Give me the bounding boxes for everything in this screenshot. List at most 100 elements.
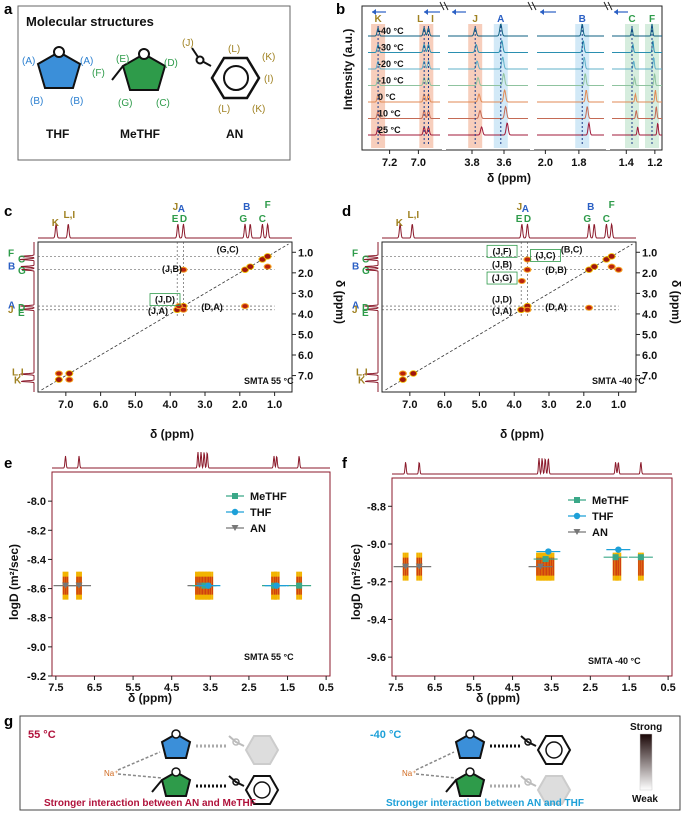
panel-c-xlabel: δ (ppm) — [150, 427, 194, 441]
projection-label: F — [265, 200, 271, 211]
peak-annotation: (J,A) — [148, 306, 168, 316]
panel-b-ylabel: Intensity (a.u.) — [341, 29, 355, 110]
cross-peak — [56, 371, 62, 376]
left-projection — [363, 242, 379, 392]
legend-label: THF — [592, 511, 614, 523]
projection-label: C — [18, 254, 25, 265]
x-tick-label: 1.0 — [611, 399, 626, 411]
x-tick-label: 6.5 — [427, 682, 442, 694]
an-label-l2: (L) — [218, 104, 230, 115]
projection-label: B — [352, 262, 359, 273]
methf-structure: (E) (D) (F) (G) (C) MeTHF — [92, 48, 178, 141]
panel-b-xlabel: δ (ppm) — [487, 171, 531, 185]
peak-annotation: (J,C) — [536, 250, 556, 260]
annotation-box — [149, 293, 181, 307]
projection-label: K — [52, 218, 60, 229]
diagonal-peak — [247, 264, 254, 270]
series-point-thf — [205, 582, 212, 589]
spectrum-trace — [368, 23, 662, 37]
axis-break-mark — [439, 1, 445, 11]
na-ion-right: Na⁺ — [402, 769, 416, 778]
projection-label: A — [8, 301, 15, 312]
cross-peak — [524, 307, 531, 312]
methf-name: MeTHF — [120, 127, 160, 141]
peak-label: I — [431, 14, 434, 25]
x-tick-label: 3.5 — [544, 682, 559, 694]
legend-marker — [573, 512, 581, 520]
cross-peak — [608, 264, 615, 269]
projection-label: J — [173, 202, 179, 213]
y-tick-label: -8.8 — [27, 613, 46, 625]
x-tick-label: 1.5 — [622, 682, 637, 694]
y-tick-label: -9.2 — [367, 577, 386, 589]
legend-label: THF — [250, 507, 272, 519]
temperature-label: -20 °C — [378, 59, 404, 69]
y-tick-label: -8.0 — [27, 496, 46, 508]
cross-peak — [180, 267, 187, 272]
series-point-methf — [637, 554, 644, 561]
y-tick-label: 1.0 — [642, 247, 657, 259]
axis-break-mark — [443, 1, 449, 11]
projection-label: A — [352, 301, 359, 312]
shift-arrow-head — [372, 9, 376, 15]
x-tick-label: 7.0 — [58, 399, 73, 411]
x-tick-label: 5.5 — [125, 682, 140, 694]
diagonal-peak — [518, 307, 525, 313]
y-tick-label: 3.0 — [642, 288, 657, 300]
x-tick-label: 6.0 — [93, 399, 108, 411]
x-tick-label: 3.0 — [541, 399, 556, 411]
diagonal-peak — [264, 253, 271, 259]
x-tick-label: 0.5 — [318, 682, 333, 694]
x-tick-label: 2.0 — [538, 157, 553, 169]
peak-label: L — [417, 14, 423, 25]
axis-break-mark — [527, 1, 533, 11]
legend-marker — [574, 497, 580, 503]
x-tick-label: 3.0 — [197, 399, 212, 411]
y-tick-label: -9.4 — [367, 614, 387, 626]
projection-label: L,I — [12, 367, 24, 378]
series-point-thf — [273, 582, 280, 589]
peak-annotation: (B,C) — [561, 244, 583, 254]
x-tick-label: 4.0 — [507, 399, 522, 411]
projection-label: G — [362, 266, 370, 277]
y-tick-label: 2.0 — [642, 268, 657, 280]
y-tick-label: 4.0 — [298, 309, 313, 321]
oxygen-atom — [53, 46, 65, 58]
projection-label: G — [583, 214, 591, 225]
projection-label: K — [396, 218, 404, 229]
panel-g: g 55 °C Na⁺ Stronger interaction between… — [4, 713, 681, 811]
diagonal-line — [41, 243, 289, 391]
projection-label: D — [180, 214, 187, 225]
thf-structure: (A) (A) (B) (B) THF — [22, 46, 93, 141]
annotation-box — [486, 244, 518, 258]
diagonal-peak — [586, 267, 593, 273]
peak-annotation: (D,A) — [545, 302, 567, 312]
x-tick-label: 5.0 — [128, 399, 143, 411]
peak-label: C — [628, 14, 635, 25]
series-point-an — [537, 563, 545, 570]
series-point-methf — [612, 554, 619, 561]
projection-label: L,I — [63, 210, 75, 221]
x-tick-label: 3.5 — [203, 682, 218, 694]
thf-name: THF — [46, 127, 69, 141]
an-ring-icon — [244, 775, 280, 805]
strength-gradient-bar — [639, 733, 653, 791]
peak-label: F — [649, 14, 655, 25]
x-tick-label: 1.8 — [571, 157, 586, 169]
projection-label: G — [239, 214, 247, 225]
legend-label: MeTHF — [592, 495, 629, 507]
top-projection — [392, 457, 672, 476]
panel-a-letter: a — [4, 1, 13, 18]
y-tick-label: -9.0 — [367, 539, 386, 551]
shift-arrow-head — [614, 9, 618, 15]
cross-peak — [400, 371, 406, 376]
legend-marker — [232, 493, 238, 499]
temperature-label: -30 °C — [378, 43, 404, 53]
y-tick-label: -8.8 — [367, 501, 386, 513]
x-tick-label: 7.2 — [382, 157, 397, 169]
projection-label: C — [362, 254, 369, 265]
thf-ring-icon — [454, 732, 486, 759]
cross-peak — [242, 304, 248, 309]
methf-label-c: (C) — [156, 98, 170, 109]
